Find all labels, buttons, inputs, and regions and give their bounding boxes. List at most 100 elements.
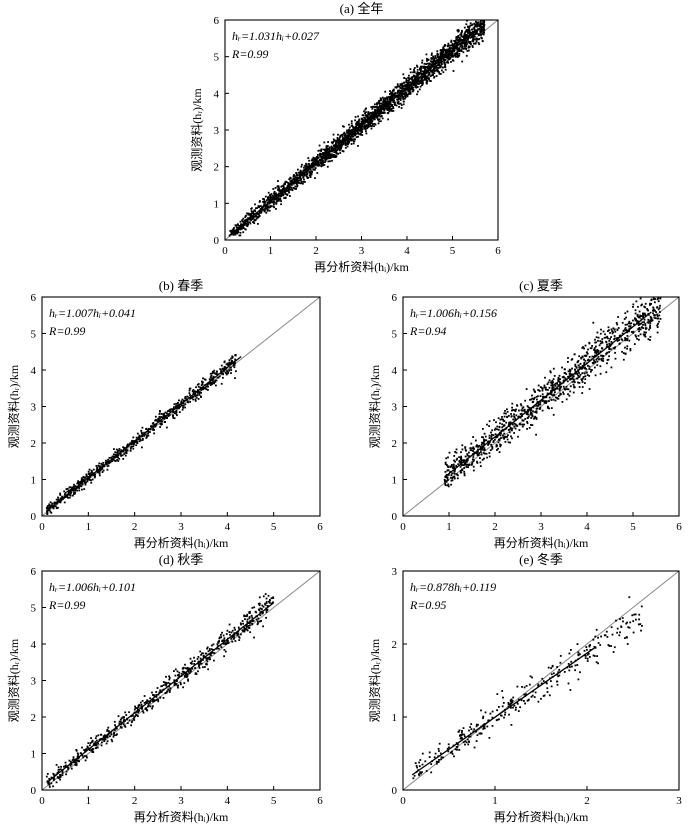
data-point xyxy=(149,701,151,704)
data-point xyxy=(162,684,165,687)
data-point xyxy=(364,120,367,123)
data-point xyxy=(432,73,434,76)
data-point xyxy=(383,99,385,102)
data-point xyxy=(273,203,275,206)
data-point xyxy=(494,428,496,431)
data-point xyxy=(227,372,229,375)
data-point xyxy=(509,421,512,424)
data-point xyxy=(363,124,366,127)
data-point xyxy=(54,505,57,508)
data-point xyxy=(268,601,271,604)
data-point xyxy=(656,331,659,334)
data-point xyxy=(523,423,525,426)
data-point xyxy=(330,145,333,148)
data-point xyxy=(85,481,87,484)
data-point xyxy=(273,192,275,195)
data-point xyxy=(392,93,395,96)
data-point xyxy=(542,396,544,398)
data-point xyxy=(624,339,627,342)
data-point xyxy=(483,25,485,28)
data-point xyxy=(468,45,471,48)
data-point xyxy=(436,70,439,73)
data-point xyxy=(343,134,346,137)
data-point xyxy=(199,662,202,665)
data-point xyxy=(364,128,367,131)
data-point xyxy=(126,722,129,724)
data-point xyxy=(255,207,257,210)
data-point xyxy=(553,383,556,386)
data-point xyxy=(347,130,349,132)
data-point xyxy=(212,375,215,378)
data-point xyxy=(228,361,231,364)
data-point xyxy=(139,439,142,442)
data-point xyxy=(474,25,477,27)
data-point xyxy=(547,381,550,384)
data-point xyxy=(649,304,651,306)
data-point xyxy=(413,84,415,86)
data-point xyxy=(488,425,490,427)
data-point xyxy=(274,198,277,201)
data-point xyxy=(561,401,564,403)
data-point xyxy=(52,507,55,510)
data-point xyxy=(296,185,298,188)
data-point xyxy=(123,718,125,721)
data-point xyxy=(166,412,168,415)
data-point xyxy=(502,434,504,437)
reference-line-d xyxy=(42,571,320,790)
data-point xyxy=(354,129,356,131)
data-point xyxy=(381,103,384,106)
data-point xyxy=(455,53,457,56)
data-point xyxy=(578,382,581,384)
data-point xyxy=(255,214,257,217)
data-point xyxy=(394,101,396,104)
data-point xyxy=(580,378,583,381)
data-point xyxy=(572,391,575,394)
data-point xyxy=(180,400,183,403)
data-point xyxy=(275,208,277,210)
data-point xyxy=(483,440,486,443)
data-point xyxy=(503,415,506,418)
data-point xyxy=(202,386,205,389)
data-point xyxy=(486,456,488,459)
data-point xyxy=(634,318,637,320)
data-point xyxy=(576,373,578,375)
data-point xyxy=(114,724,116,726)
data-point xyxy=(191,390,194,393)
data-point xyxy=(535,411,538,414)
data-point xyxy=(59,776,62,778)
data-point xyxy=(250,214,253,217)
data-point xyxy=(509,441,511,444)
data-point xyxy=(275,203,278,205)
data-point xyxy=(414,85,417,88)
data-point xyxy=(381,96,384,99)
data-point xyxy=(657,300,660,303)
data-point xyxy=(261,604,264,607)
data-point xyxy=(46,507,49,510)
data-point xyxy=(196,383,199,386)
data-point xyxy=(450,61,452,63)
data-point xyxy=(452,467,455,470)
data-point xyxy=(272,601,274,604)
data-point xyxy=(455,52,457,55)
data-point xyxy=(453,455,456,457)
data-point xyxy=(206,646,209,649)
data-point xyxy=(532,406,535,409)
data-point xyxy=(602,360,605,362)
data-point xyxy=(226,362,229,365)
data-point xyxy=(236,229,239,232)
data-point xyxy=(212,371,215,374)
data-point xyxy=(457,30,460,33)
data-point xyxy=(295,188,297,190)
data-point xyxy=(628,327,631,330)
data-point xyxy=(94,473,96,476)
data-point xyxy=(571,358,574,360)
data-point xyxy=(647,309,649,312)
data-point xyxy=(314,157,317,160)
data-point xyxy=(271,201,273,204)
data-point xyxy=(545,402,547,404)
data-point xyxy=(262,200,264,203)
data-point xyxy=(457,38,460,41)
data-point xyxy=(408,92,411,95)
data-point xyxy=(627,322,630,325)
data-point xyxy=(407,80,410,82)
